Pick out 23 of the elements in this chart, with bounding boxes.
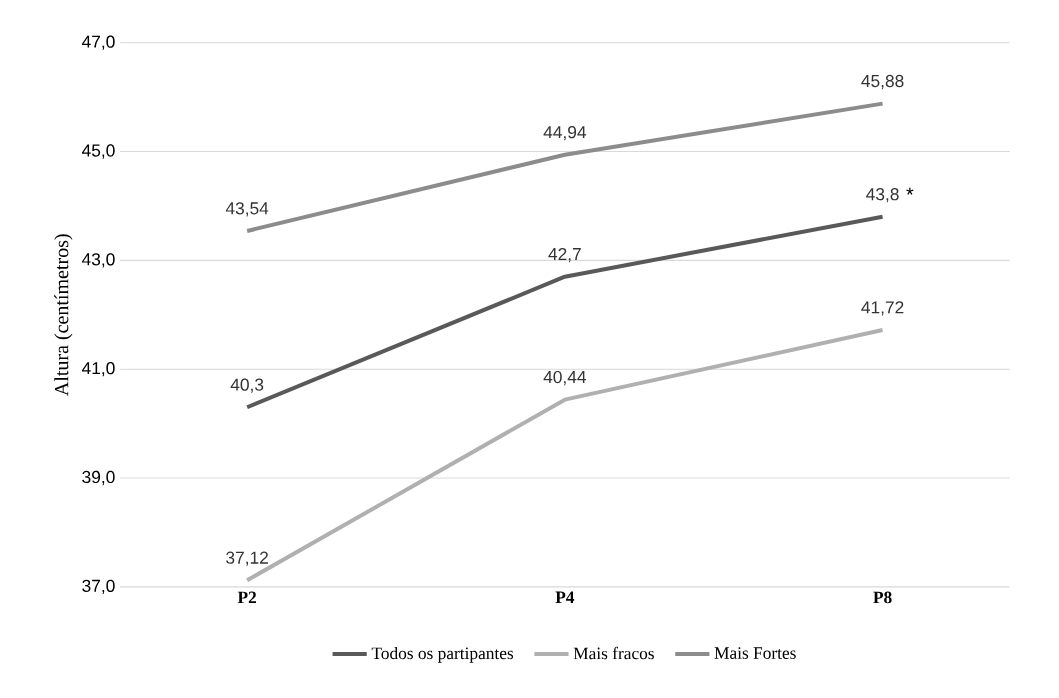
y-tick-label: 43,0: [81, 253, 115, 268]
y-tick-label: 39,0: [82, 471, 115, 486]
data-label: 40,44: [543, 371, 587, 386]
data-label: 37,12: [226, 551, 268, 567]
y-tick-label: 47,0: [81, 35, 115, 51]
data-label: 45,88: [861, 75, 904, 90]
annotation: *: [906, 187, 914, 195]
legend-label: Mais Fortes: [714, 647, 796, 660]
data-label: 42,7: [548, 248, 581, 263]
data-label: 43,8: [866, 188, 899, 203]
y-tick-label: 41,0: [81, 362, 115, 377]
y-axis-title: Altura (centímetros): [54, 234, 73, 397]
data-label: 41,72: [861, 301, 904, 316]
y-tick-label: 37,0: [82, 579, 115, 595]
data-label: 43,54: [225, 202, 269, 217]
legend-label: Mais fracos: [573, 647, 654, 660]
data-label: 44,94: [543, 126, 587, 141]
x-tick-label: P8: [873, 591, 892, 604]
legend-label: Todos os partipantes: [371, 647, 514, 663]
x-tick-label: P4: [555, 591, 575, 604]
x-tick-label: P2: [237, 591, 257, 604]
data-label: 40,3: [230, 378, 264, 394]
y-tick-label: 45,0: [81, 144, 115, 159]
